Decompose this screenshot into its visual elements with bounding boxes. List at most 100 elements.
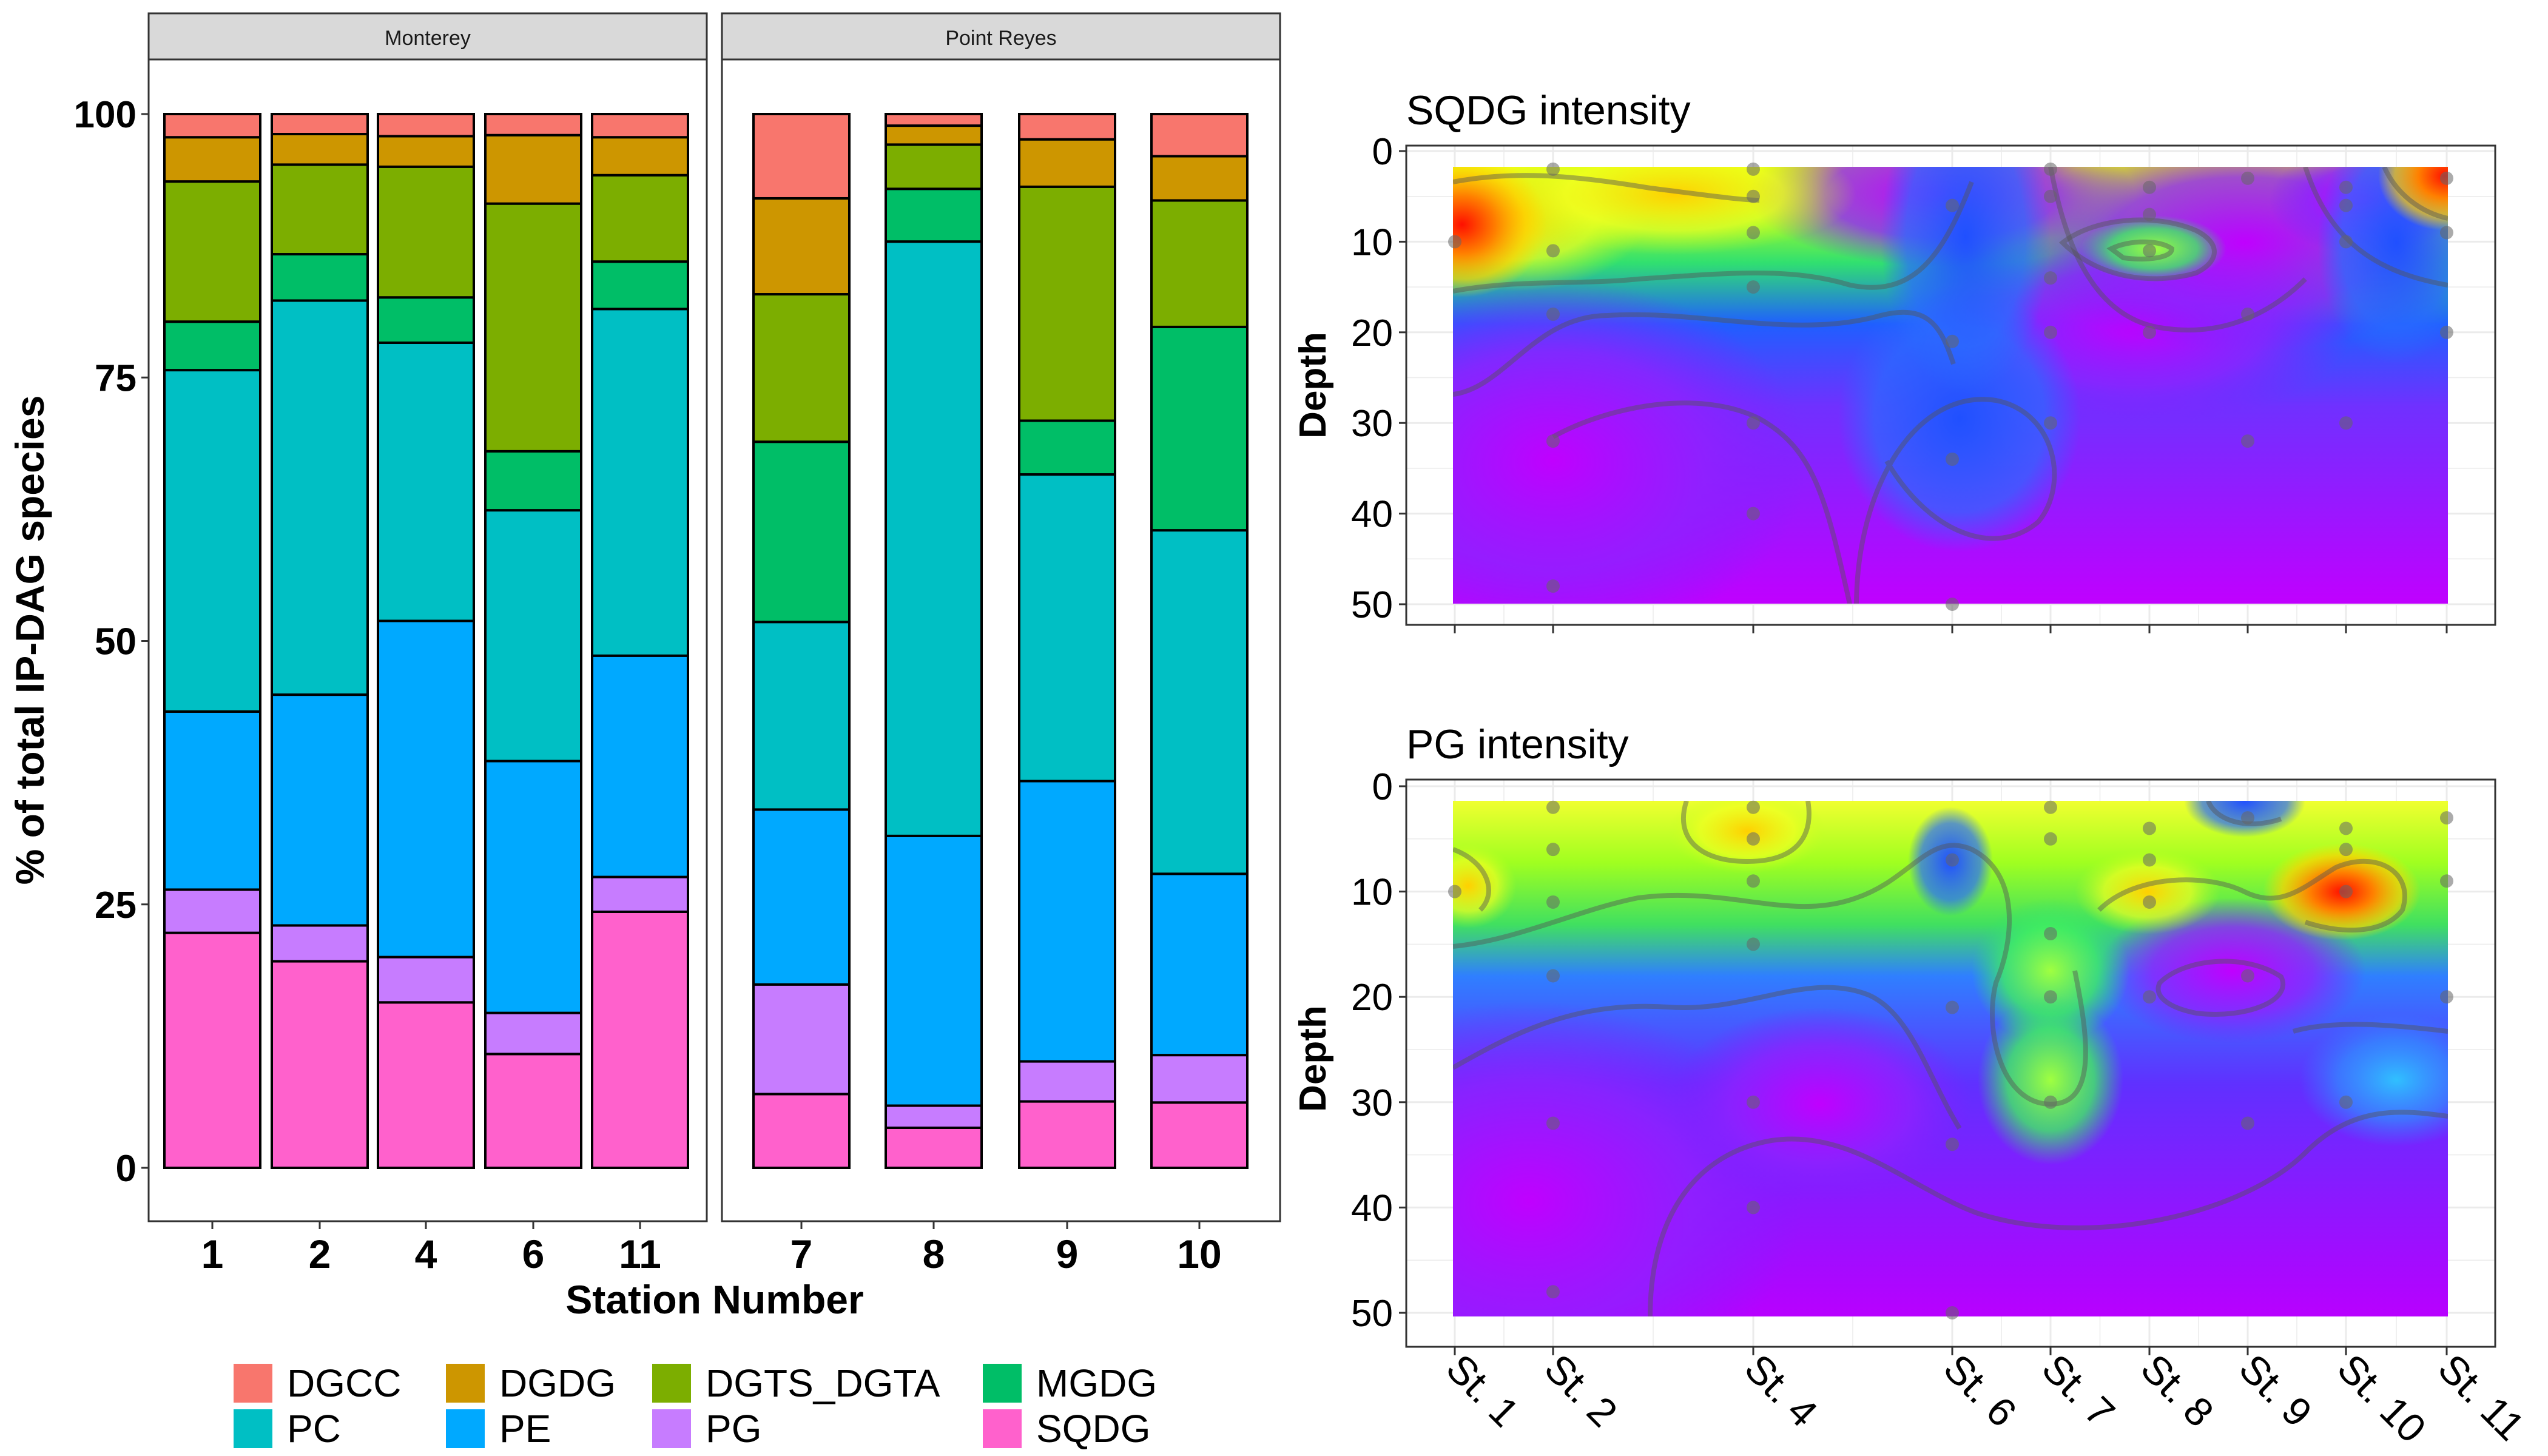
legend-key-dgcc <box>234 1364 272 1403</box>
sample-point <box>1546 843 1560 857</box>
bar-segment-sqdg-station-1 <box>163 931 261 1170</box>
sqdg-heatmap: SQDG intensity <box>1292 87 2496 633</box>
legend-label-mgdg: MGDG <box>1036 1361 1157 1405</box>
facet-label-monterey: Monterey <box>385 27 471 50</box>
sample-point <box>2241 307 2254 321</box>
bar-segment-pg-station-8 <box>885 1104 983 1129</box>
legend-key-dgdg <box>446 1364 485 1403</box>
y-tick-label: 30 <box>1351 403 1393 445</box>
bar-segment-pe-station-9 <box>1018 780 1116 1063</box>
sample-point <box>2241 811 2254 825</box>
bar-segment-dgts-dgta-station-9 <box>1018 185 1116 422</box>
sample-point <box>2440 226 2453 240</box>
y-axis: 0 25 50 75 100 <box>74 94 149 1190</box>
y-tick-label: 50 <box>1351 584 1393 626</box>
sample-point <box>2440 990 2453 1004</box>
bar-segment-dgcc-station-4 <box>377 113 475 138</box>
sample-point <box>2044 271 2057 285</box>
sample-point <box>1946 198 1959 212</box>
bar-segment-pe-station-8 <box>885 834 983 1107</box>
sample-point <box>1546 434 1560 448</box>
bar-segment-dgdg-station-1 <box>163 136 261 183</box>
bar-segment-pc-station-11 <box>591 308 689 657</box>
bar-segment-sqdg-station-8 <box>885 1126 983 1170</box>
x-axis: St. 1 St. 2 St. 4 St. 6 St. 7 St. 8 St. 9 St. 1… <box>1438 1346 2533 1451</box>
sample-point <box>2339 821 2353 835</box>
bar-segment-dgcc-station-8 <box>885 113 983 127</box>
bar-segment-dgts-dgta-station-1 <box>163 180 261 323</box>
sample-point <box>2339 198 2353 212</box>
bar-segment-dgcc-station-7 <box>752 113 851 200</box>
bar-segment-pg-station-7 <box>752 983 851 1096</box>
legend-label-dgts-dgta: DGTS_DGTA <box>706 1361 940 1405</box>
bar-segment-dgcc-station-11 <box>591 113 689 139</box>
sample-point <box>2241 969 2254 983</box>
heatmap-title: PG intensity <box>1406 721 1629 767</box>
sample-point <box>2241 434 2254 448</box>
sample-point <box>2339 235 2353 249</box>
bar-segment-dgdg-station-4 <box>377 135 475 168</box>
bar-segment-dgcc-station-1 <box>163 113 261 139</box>
sample-point <box>1546 244 1560 258</box>
bar-segment-dgdg-station-2 <box>271 133 369 166</box>
legend-key-pe <box>446 1409 485 1448</box>
bars-monterey <box>163 113 689 1170</box>
x-tick-label: St. 8 <box>2132 1346 2222 1435</box>
bar-segment-pe-station-4 <box>377 619 475 959</box>
bar-segment-pc-station-1 <box>163 369 261 713</box>
bar-segment-dgdg-station-7 <box>752 197 851 296</box>
bar-segment-sqdg-station-9 <box>1018 1100 1116 1169</box>
bar-segment-dgts-dgta-station-6 <box>484 202 582 453</box>
sample-point <box>1747 189 1760 203</box>
x-tick-label: 1 <box>201 1232 224 1276</box>
sample-point <box>2143 853 2156 867</box>
bar-segment-pc-station-6 <box>484 509 582 763</box>
sample-point <box>1546 969 1560 983</box>
bar-segment-pc-station-8 <box>885 240 983 837</box>
bar-segment-mgdg-station-4 <box>377 296 475 344</box>
x-tick-label: St. 2 <box>1536 1346 1626 1435</box>
y-tick-label: 0 <box>1372 131 1393 173</box>
bar-segment-dgts-dgta-station-10 <box>1150 199 1249 328</box>
facet-strip-monterey <box>147 12 708 61</box>
sample-point <box>1546 1285 1560 1299</box>
x-tick-label: 9 <box>1056 1232 1079 1276</box>
x-tick-label: 11 <box>619 1232 661 1276</box>
bar-segment-sqdg-station-6 <box>484 1053 582 1170</box>
bar-segment-sqdg-station-11 <box>591 910 689 1170</box>
legend-label-dgcc: DGCC <box>287 1361 401 1405</box>
sample-point <box>1747 800 1760 814</box>
bar-segment-sqdg-station-4 <box>377 1001 475 1170</box>
bar-segment-pc-station-10 <box>1150 529 1249 875</box>
y-tick-label: 20 <box>1351 977 1393 1019</box>
y-tick-label: 0 <box>1372 766 1393 808</box>
sample-point <box>2044 189 2057 203</box>
bar-segment-dgts-dgta-station-11 <box>591 174 689 263</box>
y-axis: 0 10 20 30 40 50 <box>1351 766 1406 1335</box>
sample-point <box>2440 171 2453 185</box>
sample-point <box>2044 800 2057 814</box>
x-tick-label: 6 <box>522 1232 545 1276</box>
legend-label-dgdg: DGDG <box>499 1361 616 1405</box>
sample-point <box>2143 325 2156 339</box>
bar-segment-dgts-dgta-station-7 <box>752 293 851 443</box>
sample-point <box>1946 598 1959 611</box>
sample-point <box>2143 180 2156 194</box>
sample-point <box>2044 162 2057 176</box>
y-tick-label: 0 <box>116 1148 136 1190</box>
sample-point <box>2339 416 2353 430</box>
x-tick-label: 4 <box>415 1232 437 1276</box>
x-tick-label: 2 <box>309 1232 331 1276</box>
sample-point <box>2143 244 2156 258</box>
bar-segment-pg-station-6 <box>484 1011 582 1056</box>
bar-segment-pg-station-11 <box>591 875 689 913</box>
sample-point <box>1546 800 1560 814</box>
bar-segment-dgts-dgta-station-8 <box>885 143 983 190</box>
bar-segment-sqdg-station-7 <box>752 1093 851 1170</box>
bar-segment-mgdg-station-7 <box>752 440 851 624</box>
x-axis-title: Station Number <box>565 1277 863 1322</box>
sample-point <box>2241 1116 2254 1130</box>
bar-segment-dgdg-station-10 <box>1150 155 1249 202</box>
sample-point <box>1747 280 1760 294</box>
sample-point <box>1747 1095 1760 1109</box>
